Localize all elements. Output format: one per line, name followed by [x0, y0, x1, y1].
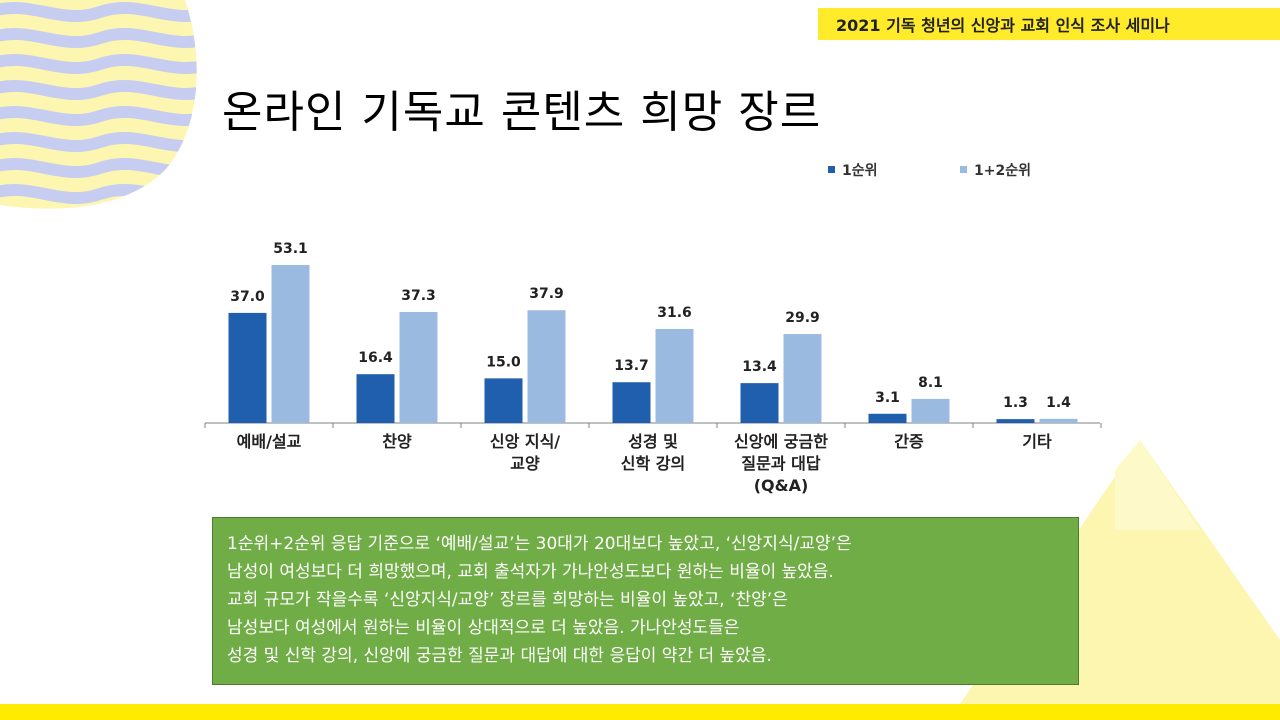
bar-rank1	[868, 413, 907, 423]
bar-rank1	[356, 374, 395, 423]
data-label: 53.1	[273, 241, 308, 257]
category-label: 교양	[510, 454, 540, 473]
bar-rank12	[399, 312, 438, 423]
wave-line	[0, 28, 197, 48]
seminar-banner: 2021 기독 청년의 신앙과 교회 인식 조사 세미나	[818, 8, 1280, 40]
wave-line	[0, 54, 197, 74]
data-label: 15.0	[486, 354, 521, 370]
category-label: 찬양	[382, 432, 412, 451]
data-label: 31.6	[657, 305, 692, 321]
category-label: 신앙 지식/	[490, 432, 560, 451]
category-label: 신학 강의	[621, 454, 685, 473]
legend-swatch	[960, 166, 967, 173]
data-label: 1.4	[1046, 395, 1071, 411]
bar-rank1	[484, 378, 523, 423]
category-label: 간증	[894, 432, 924, 451]
category-label: 성경 및	[628, 432, 678, 451]
data-label: 37.0	[230, 289, 265, 305]
seminar-banner-text: 2021 기독 청년의 신앙과 교회 인식 조사 세미나	[836, 16, 1170, 35]
wave-line	[0, 106, 197, 126]
bar-rank12	[783, 334, 822, 423]
summary-line: 성경 및 신학 강의, 신앙에 궁금한 질문과 대답에 대한 응답이 약간 더 …	[227, 646, 772, 666]
wave-line	[0, 132, 197, 152]
bar-rank1	[612, 382, 651, 423]
category-label: 질문과 대답	[741, 454, 820, 473]
summary-line: 1순위+2순위 응답 기준으로 ‘예배/설교’는 30대가 20대보다 높았고,…	[227, 534, 852, 554]
bar-rank12	[1039, 418, 1078, 423]
legend-label: 1순위	[842, 163, 878, 179]
bar-rank12	[911, 398, 950, 423]
category-label: 기타	[1022, 432, 1052, 451]
data-label: 3.1	[875, 390, 900, 406]
category-label: 예배/설교	[237, 432, 302, 451]
data-label: 8.1	[918, 375, 943, 391]
category-label: 신앙에 궁금한	[734, 432, 828, 451]
data-label: 37.9	[529, 286, 564, 302]
bar-rank12	[271, 265, 310, 423]
decorative-wave-shape	[0, 0, 197, 209]
summary-line: 남성이 여성보다 더 희망했으며, 교회 출석자가 가나안성도보다 원하는 비율…	[227, 562, 834, 582]
data-label: 13.7	[614, 358, 649, 374]
bottom-accent-bar	[0, 704, 1280, 720]
bar-rank12	[527, 310, 566, 423]
category-label: (Q&A)	[754, 476, 809, 495]
summary-box: 1순위+2순위 응답 기준으로 ‘예배/설교’는 30대가 20대보다 높았고,…	[212, 517, 1079, 685]
bar-rank1	[996, 419, 1035, 423]
wave-line	[0, 2, 197, 22]
data-label: 29.9	[785, 310, 820, 326]
data-label: 16.4	[358, 350, 393, 366]
legend-swatch	[828, 166, 835, 173]
page-title: 온라인 기독교 콘텐츠 희망 장르	[222, 87, 822, 138]
bar-rank1	[740, 383, 779, 423]
bar-rank12	[655, 328, 694, 423]
data-label: 1.3	[1003, 395, 1028, 411]
wave-line	[0, 80, 197, 100]
summary-line: 교회 규모가 작을수록 ‘신앙지식/교양’ 장르를 희망하는 비율이 높았고, …	[227, 590, 788, 610]
data-label: 13.4	[742, 359, 777, 375]
bar-rank1	[228, 312, 267, 423]
summary-line: 남성보다 여성에서 원하는 비율이 상대적으로 더 높았음. 가나안성도들은	[227, 618, 740, 638]
data-label: 37.3	[401, 288, 436, 304]
legend-label: 1+2순위	[974, 163, 1031, 179]
